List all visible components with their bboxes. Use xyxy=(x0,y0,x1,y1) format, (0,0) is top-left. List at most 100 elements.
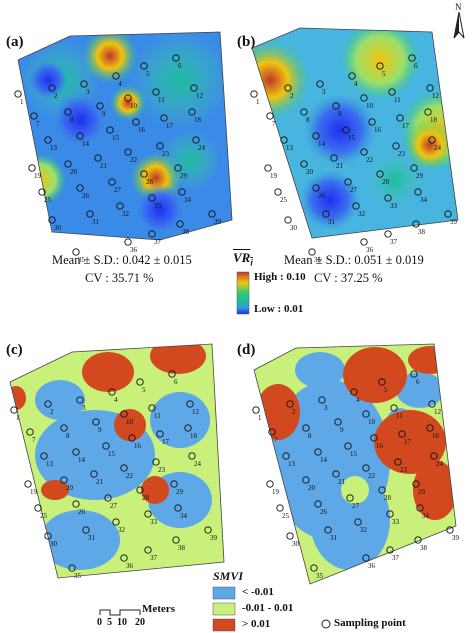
sampling-point xyxy=(388,88,396,96)
vr-color-ramp xyxy=(236,271,250,315)
sampling-point xyxy=(426,424,434,432)
sampling-point-symbol xyxy=(321,619,331,629)
sampling-point-label: 4 xyxy=(354,80,358,88)
sampling-point xyxy=(44,136,52,144)
sampling-point-label: 31 xyxy=(330,534,338,542)
sampling-point xyxy=(426,84,434,92)
sampling-point-label: 29 xyxy=(416,172,424,180)
sampling-point xyxy=(352,202,360,210)
sampling-point-label: 31 xyxy=(328,218,336,226)
sampling-point xyxy=(156,430,164,438)
sampling-point xyxy=(128,434,136,442)
map-d-border xyxy=(253,343,457,585)
cv-b: CV : 37.25 % xyxy=(314,271,383,285)
sampling-point xyxy=(264,164,272,172)
sampling-point-label: 1 xyxy=(258,414,262,422)
sampling-point xyxy=(428,400,436,408)
sampling-point-label: 13 xyxy=(288,460,296,468)
sampling-point-label: 10 xyxy=(130,102,138,110)
sampling-point xyxy=(208,210,216,218)
sampling-point-label: 17 xyxy=(404,438,412,446)
sampling-point-label: 36 xyxy=(366,246,374,254)
sampling-point-label: 21 xyxy=(96,478,104,486)
sampling-point-label: 33 xyxy=(390,202,398,210)
sampling-point-label: 14 xyxy=(82,140,90,148)
sampling-point xyxy=(10,406,18,414)
sampling-point xyxy=(96,102,104,110)
sampling-point xyxy=(384,194,392,202)
sampling-point xyxy=(414,536,422,544)
sampling-point xyxy=(136,486,144,494)
sampling-point-label: 8 xyxy=(70,116,74,124)
sampling-point xyxy=(174,504,182,512)
sampling-point xyxy=(286,400,294,408)
sampling-point-label: 13 xyxy=(46,460,54,468)
sampling-point-label: 13 xyxy=(50,144,58,152)
sampling-point-label: 18 xyxy=(194,116,202,124)
sampling-point xyxy=(184,424,192,432)
smvi-legend-mid: -0.01 - 0.01 xyxy=(242,602,294,614)
sampling-point-label: 15 xyxy=(108,450,116,458)
sampling-point-label: 4 xyxy=(356,396,360,404)
sampling-point-label: 20 xyxy=(306,168,314,176)
vr-legend-title: VRi xyxy=(233,250,253,268)
sampling-point-label: 8 xyxy=(308,432,312,440)
sampling-point-label: 32 xyxy=(358,210,366,218)
sampling-point xyxy=(332,470,340,478)
sampling-point xyxy=(120,410,128,418)
sampling-point-label: 30 xyxy=(50,540,58,548)
sampling-point xyxy=(48,84,56,92)
sampling-point xyxy=(90,470,98,478)
sampling-point xyxy=(94,154,102,162)
sampling-point xyxy=(60,424,68,432)
sampling-point xyxy=(300,108,308,116)
sampling-point xyxy=(322,210,330,218)
sampling-point xyxy=(284,84,292,92)
sampling-point xyxy=(316,80,324,88)
sampling-point-label: 34 xyxy=(184,196,192,204)
vr-legend-high: High : 0.10 xyxy=(254,271,306,283)
sampling-point-label: 26 xyxy=(78,508,86,516)
sampling-point xyxy=(124,148,132,156)
sampling-point xyxy=(106,126,114,134)
sampling-point-label: 33 xyxy=(392,518,400,526)
sampling-point xyxy=(174,164,182,172)
map-a xyxy=(18,32,232,240)
sampling-point-label: 25 xyxy=(280,196,288,204)
sampling-point-label: 39 xyxy=(214,218,222,226)
sampling-point xyxy=(324,526,332,534)
sampling-point xyxy=(416,504,424,512)
sampling-point-label: 16 xyxy=(376,442,384,450)
sampling-point-label: 20 xyxy=(70,168,78,176)
sampling-point xyxy=(44,532,52,540)
sampling-point xyxy=(318,396,326,404)
sampling-point xyxy=(360,148,368,156)
sampling-point-label: 24 xyxy=(436,460,444,468)
smvi-swatch-low xyxy=(212,586,236,600)
sampling-point xyxy=(34,504,42,512)
sampling-point xyxy=(446,526,454,534)
sampling-point xyxy=(152,458,160,466)
stats-b: Mean ± S.D.: 0.051 ± 0.019 xyxy=(284,253,424,267)
map-c xyxy=(10,344,224,578)
sampling-point xyxy=(68,564,76,572)
sampling-point xyxy=(314,500,322,508)
sampling-point xyxy=(250,90,258,98)
sampling-point-label: 23 xyxy=(398,150,406,158)
sampling-point xyxy=(76,396,84,404)
sampling-point xyxy=(116,202,124,210)
north-arrow-icon xyxy=(453,11,465,39)
sampling-point-label: 5 xyxy=(384,386,388,394)
sampling-point-label: 20 xyxy=(66,484,74,492)
panel-label-b: (b) xyxy=(237,34,256,50)
sampling-point xyxy=(170,480,178,488)
sampling-point-label: 35 xyxy=(314,256,322,264)
sampling-point xyxy=(412,480,420,488)
sampling-point xyxy=(368,118,376,126)
sampling-point xyxy=(378,486,386,494)
sampling-point-label: 38 xyxy=(182,228,190,236)
sampling-point xyxy=(444,210,452,218)
sampling-point-label: 39 xyxy=(450,218,458,226)
sampling-point-label: 34 xyxy=(420,196,428,204)
smvi-swatch-mid xyxy=(212,602,236,616)
